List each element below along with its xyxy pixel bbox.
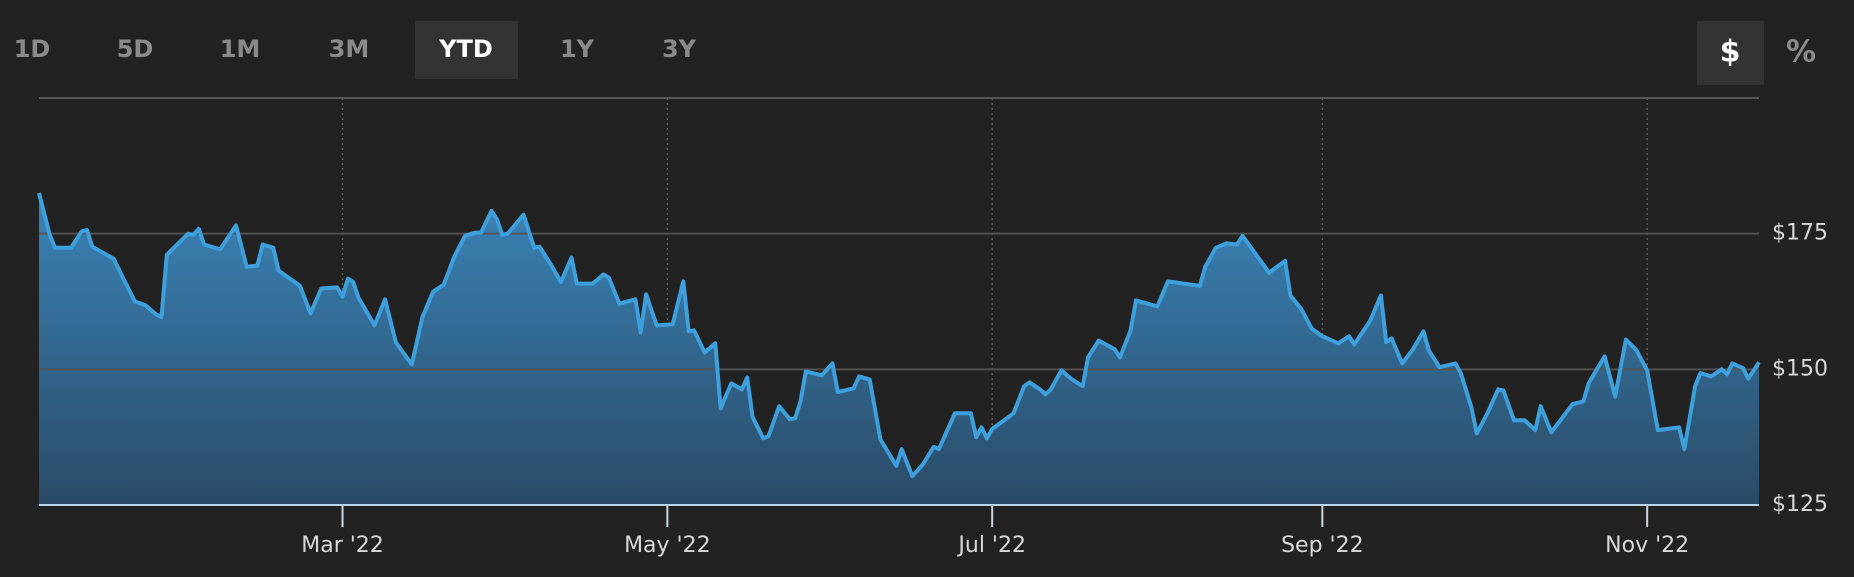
range-button-label: YTD: [438, 35, 493, 63]
price-area: [39, 193, 1759, 505]
range-button-bg: [415, 21, 518, 79]
range-button-label: 1M: [220, 35, 261, 63]
unit-button-label: $: [1720, 35, 1741, 70]
x-tick-label: May '22: [624, 533, 711, 558]
x-tick-label: Nov '22: [1605, 533, 1689, 558]
price-line: [37, 192, 1761, 479]
unit-button[interactable]: $: [1697, 21, 1764, 85]
range-button[interactable]: 3M: [329, 35, 370, 63]
range-button-label: 3M: [329, 35, 370, 63]
unit-button-bg: [1697, 21, 1764, 85]
unit-button[interactable]: %: [1786, 35, 1816, 70]
range-button[interactable]: YTD: [415, 21, 518, 79]
y-tick-label: $125: [1772, 492, 1828, 517]
y-tick-label: $175: [1772, 221, 1828, 246]
range-button-label: 1Y: [560, 35, 595, 63]
x-tick-label: Mar '22: [301, 533, 384, 558]
range-button[interactable]: 1D: [14, 35, 51, 63]
range-button[interactable]: 3Y: [662, 35, 697, 63]
range-button[interactable]: 1M: [220, 35, 261, 63]
range-button-label: 3Y: [662, 35, 697, 63]
range-button-label: 5D: [117, 35, 154, 63]
range-button-label: 1D: [14, 35, 51, 63]
x-tick-label: Sep '22: [1281, 533, 1364, 558]
range-button[interactable]: 5D: [117, 35, 154, 63]
y-tick-label: $150: [1772, 356, 1828, 381]
x-tick-label: Jul '22: [956, 533, 1026, 558]
range-button[interactable]: 1Y: [560, 35, 595, 63]
unit-button-label: %: [1786, 35, 1816, 70]
